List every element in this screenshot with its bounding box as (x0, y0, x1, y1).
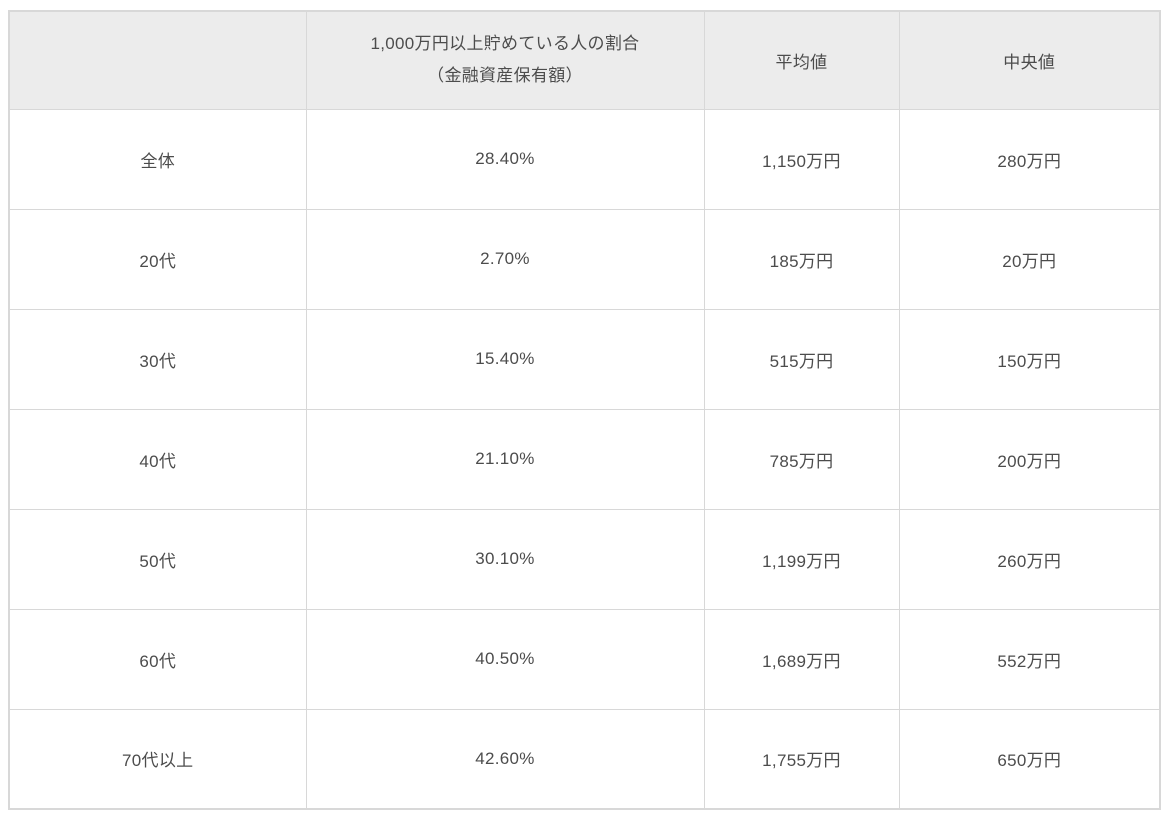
header-cell-age-group (8, 10, 307, 110)
median-cell: 552万円 (898, 608, 1161, 710)
table-row-50s: 50代 30.10% 1,199万円 260万円 (8, 508, 1161, 610)
savings-table-container: 1,000万円以上貯めている人の割合 （金融資産保有額） 平均値 中央値 全体 … (8, 10, 1161, 810)
table-row-30s: 30代 15.40% 515万円 150万円 (8, 308, 1161, 410)
mean-cell: 1,199万円 (703, 508, 900, 610)
table-header: 1,000万円以上貯めている人の割合 （金融資産保有額） 平均値 中央値 (8, 10, 1161, 110)
row-label-cell: 20代 (8, 208, 307, 310)
table-row-60s: 60代 40.50% 1,689万円 552万円 (8, 608, 1161, 710)
median-cell: 260万円 (898, 508, 1161, 610)
median-cell: 280万円 (898, 108, 1161, 210)
mean-cell: 185万円 (703, 208, 900, 310)
row-label-cell: 全体 (8, 108, 307, 210)
mean-cell: 515万円 (703, 308, 900, 410)
row-label-cell: 40代 (8, 408, 307, 510)
header-cell-median: 中央値 (898, 10, 1161, 110)
table-row-overall: 全体 28.40% 1,150万円 280万円 (8, 108, 1161, 210)
table-row-40s: 40代 21.10% 785万円 200万円 (8, 408, 1161, 510)
mean-cell: 1,689万円 (703, 608, 900, 710)
mean-cell: 785万円 (703, 408, 900, 510)
table-body: 全体 28.40% 1,150万円 280万円 20代 2.70% 185万円 … (8, 108, 1161, 810)
ratio-cell: 42.60% (305, 708, 705, 810)
median-cell: 20万円 (898, 208, 1161, 310)
ratio-cell: 30.10% (305, 508, 705, 610)
ratio-cell: 28.40% (305, 108, 705, 210)
ratio-cell: 2.70% (305, 208, 705, 310)
mean-cell: 1,150万円 (703, 108, 900, 210)
row-label-cell: 50代 (8, 508, 307, 610)
ratio-cell: 21.10% (305, 408, 705, 510)
median-cell: 150万円 (898, 308, 1161, 410)
header-cell-ratio: 1,000万円以上貯めている人の割合 （金融資産保有額） (305, 10, 705, 110)
header-row: 1,000万円以上貯めている人の割合 （金融資産保有額） 平均値 中央値 (8, 10, 1161, 110)
row-label-cell: 70代以上 (8, 708, 307, 810)
savings-by-age-table: 1,000万円以上貯めている人の割合 （金融資産保有額） 平均値 中央値 全体 … (8, 10, 1161, 810)
table-row-20s: 20代 2.70% 185万円 20万円 (8, 208, 1161, 310)
median-cell: 650万円 (898, 708, 1161, 810)
header-ratio-line1: 1,000万円以上貯めている人の割合 (370, 34, 640, 54)
header-ratio-line2: （金融資産保有額） (427, 66, 583, 86)
header-cell-mean: 平均値 (703, 10, 900, 110)
row-label-cell: 30代 (8, 308, 307, 410)
median-cell: 200万円 (898, 408, 1161, 510)
mean-cell: 1,755万円 (703, 708, 900, 810)
ratio-cell: 15.40% (305, 308, 705, 410)
table-row-70s-plus: 70代以上 42.60% 1,755万円 650万円 (8, 708, 1161, 810)
ratio-cell: 40.50% (305, 608, 705, 710)
row-label-cell: 60代 (8, 608, 307, 710)
